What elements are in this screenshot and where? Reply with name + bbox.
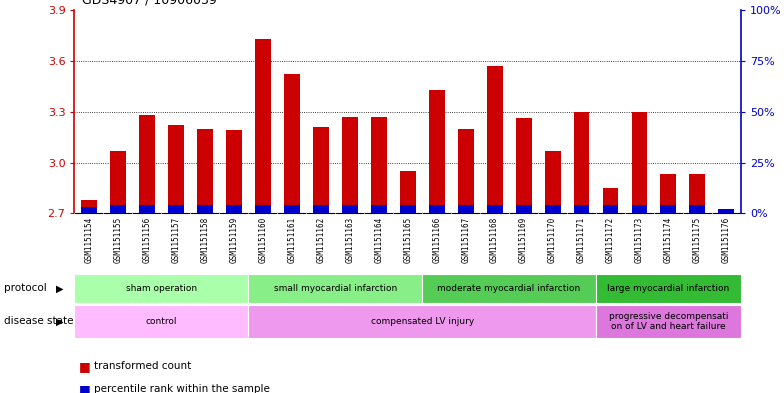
Text: GSM1151161: GSM1151161: [287, 216, 296, 263]
Bar: [139, 205, 155, 213]
Bar: [574, 112, 590, 213]
Bar: [400, 171, 416, 213]
Text: transformed count: transformed count: [94, 361, 191, 371]
Bar: [487, 66, 503, 213]
Bar: [429, 205, 445, 213]
Bar: [689, 174, 706, 213]
Text: moderate myocardial infarction: moderate myocardial infarction: [437, 284, 581, 293]
Text: GSM1151163: GSM1151163: [345, 216, 354, 263]
Text: GSM1151165: GSM1151165: [403, 216, 412, 263]
Bar: [197, 129, 212, 213]
Text: GSM1151158: GSM1151158: [201, 216, 209, 263]
Text: compensated LV injury: compensated LV injury: [371, 317, 474, 326]
Text: percentile rank within the sample: percentile rank within the sample: [94, 384, 270, 393]
Text: GSM1151172: GSM1151172: [606, 216, 615, 263]
Text: GSM1151154: GSM1151154: [85, 216, 93, 263]
Bar: [371, 205, 387, 213]
Bar: [313, 127, 328, 213]
Text: GSM1151171: GSM1151171: [577, 216, 586, 263]
Text: ■: ■: [78, 360, 90, 373]
Bar: [596, 305, 741, 338]
Text: ■: ■: [78, 382, 90, 393]
Bar: [487, 205, 503, 213]
Text: GSM1151160: GSM1151160: [258, 216, 267, 263]
Bar: [574, 205, 590, 213]
Text: GSM1151156: GSM1151156: [143, 216, 151, 263]
Bar: [660, 205, 677, 213]
Text: GSM1151170: GSM1151170: [548, 216, 557, 263]
Bar: [458, 205, 474, 213]
Bar: [74, 274, 249, 303]
Text: GSM1151174: GSM1151174: [664, 216, 673, 263]
Text: GSM1151169: GSM1151169: [519, 216, 528, 263]
Bar: [718, 209, 735, 213]
Bar: [255, 205, 270, 213]
Text: disease state: disease state: [4, 316, 74, 326]
Bar: [226, 130, 241, 213]
Bar: [110, 205, 126, 213]
Bar: [168, 125, 184, 213]
Text: sham operation: sham operation: [126, 284, 197, 293]
Bar: [429, 90, 445, 213]
Bar: [139, 115, 155, 213]
Bar: [422, 274, 596, 303]
Bar: [313, 205, 328, 213]
Bar: [603, 188, 619, 213]
Bar: [660, 174, 677, 213]
Bar: [631, 112, 648, 213]
Bar: [168, 205, 184, 213]
Bar: [81, 200, 97, 213]
Bar: [596, 274, 741, 303]
Bar: [545, 151, 561, 213]
Bar: [631, 205, 648, 213]
Text: GSM1151155: GSM1151155: [114, 216, 122, 263]
Text: GSM1151166: GSM1151166: [432, 216, 441, 263]
Bar: [516, 205, 532, 213]
Text: GSM1151175: GSM1151175: [693, 216, 702, 263]
Text: protocol: protocol: [4, 283, 47, 294]
Text: GSM1151168: GSM1151168: [490, 216, 499, 263]
Text: ▶: ▶: [56, 316, 64, 326]
Bar: [74, 305, 249, 338]
Bar: [197, 205, 212, 213]
Bar: [110, 151, 126, 213]
Text: GDS4907 / 10906039: GDS4907 / 10906039: [82, 0, 217, 7]
Text: large myocardial infarction: large myocardial infarction: [608, 284, 730, 293]
Bar: [342, 117, 358, 213]
Text: GSM1151176: GSM1151176: [722, 216, 731, 263]
Text: GSM1151173: GSM1151173: [635, 216, 644, 263]
Bar: [516, 118, 532, 213]
Bar: [249, 305, 596, 338]
Text: progressive decompensati
on of LV and heart failure: progressive decompensati on of LV and he…: [608, 312, 728, 331]
Bar: [371, 117, 387, 213]
Text: small myocardial infarction: small myocardial infarction: [274, 284, 397, 293]
Bar: [342, 205, 358, 213]
Bar: [400, 205, 416, 213]
Text: GSM1151164: GSM1151164: [374, 216, 383, 263]
Bar: [255, 39, 270, 213]
Text: GSM1151167: GSM1151167: [461, 216, 470, 263]
Bar: [718, 210, 735, 213]
Bar: [284, 74, 299, 213]
Bar: [689, 205, 706, 213]
Bar: [249, 274, 422, 303]
Text: ▶: ▶: [56, 283, 64, 294]
Text: GSM1151157: GSM1151157: [172, 216, 180, 263]
Text: GSM1151162: GSM1151162: [316, 216, 325, 263]
Bar: [458, 129, 474, 213]
Bar: [545, 205, 561, 213]
Bar: [226, 205, 241, 213]
Bar: [81, 207, 97, 213]
Bar: [284, 205, 299, 213]
Bar: [603, 205, 619, 213]
Text: GSM1151159: GSM1151159: [230, 216, 238, 263]
Text: control: control: [146, 317, 177, 326]
